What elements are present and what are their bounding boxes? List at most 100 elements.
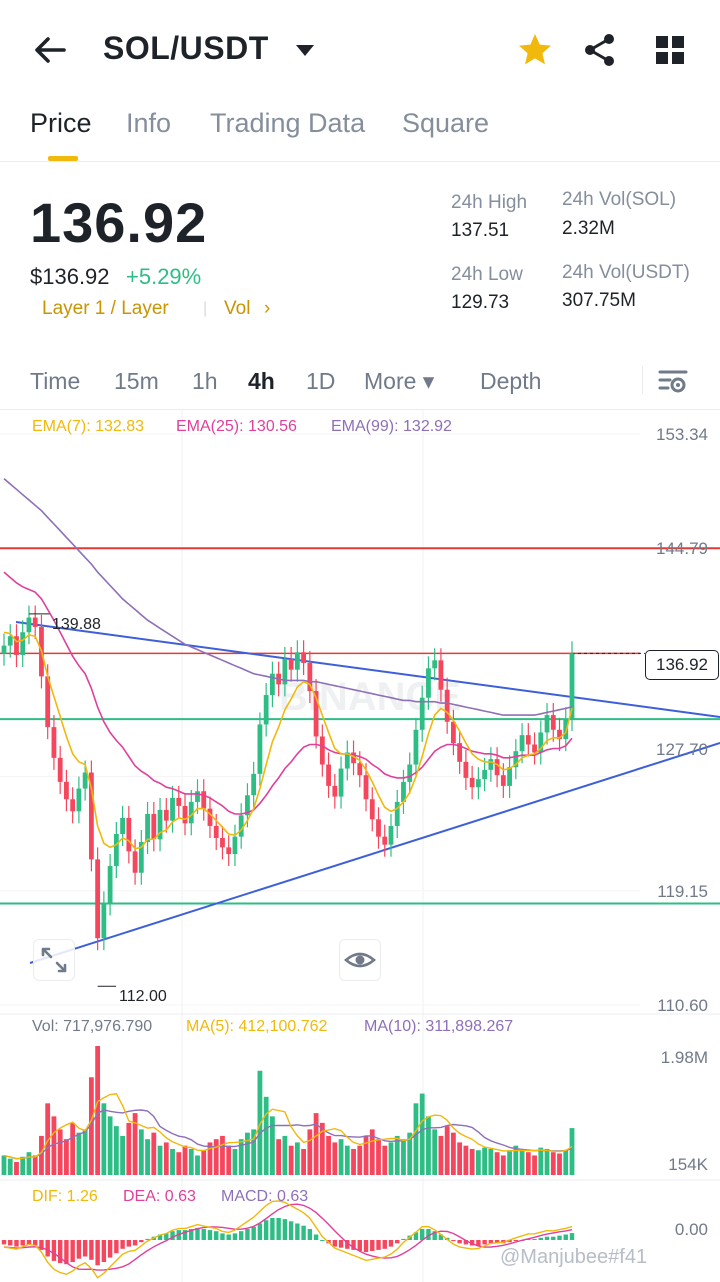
macd-histogram-bar [313,1234,319,1240]
timeframe-depth[interactable]: Depth [480,368,542,394]
volume-bar [363,1135,369,1175]
macd-histogram-bar [357,1240,362,1251]
pair-title[interactable]: SOL/USDT [103,30,269,66]
candle-body [7,636,13,646]
candle-body [151,813,157,840]
vol-usdt-label: 24h Vol(USDT) [562,262,690,283]
macd-histogram-bar [14,1240,19,1247]
macd-histogram-bar [101,1240,107,1262]
timeframe-1h[interactable]: 1h [192,368,218,394]
favorite-button[interactable] [515,30,555,70]
grid-menu-button[interactable] [650,30,690,70]
ma5-legend: MA(5): 412,100.762 [186,1018,328,1035]
timeframe-4h[interactable]: 4h [248,368,275,394]
volume-bar [326,1135,331,1175]
volume-bar [82,1129,88,1175]
volume-bar [57,1129,63,1175]
macd-histogram-bar [145,1238,150,1240]
volume-bar [394,1135,400,1175]
macd-histogram-bar [95,1240,100,1266]
volume-bar [182,1145,188,1175]
ema99-line [3,477,573,716]
candle-body [26,617,32,633]
category-tag[interactable]: Layer 1 / Layer [42,298,169,319]
macd-histogram-bar [295,1223,300,1240]
expand-icon [41,947,67,973]
candle-body [294,652,300,670]
volume-bar [145,1139,150,1175]
macd-histogram-bar [157,1234,163,1240]
macd-histogram-bar [20,1240,25,1246]
volume-bar [419,1093,425,1175]
section-tabs: Price Info Trading Data Square [0,100,720,162]
volume-bar [475,1150,481,1175]
dea-legend: DEA: 0.63 [123,1188,196,1205]
share-button[interactable] [580,30,620,70]
tab-info[interactable]: Info [126,108,172,138]
candle-body [107,866,113,904]
candle-body [419,697,425,730]
timeframe-1d[interactable]: 1D [306,368,336,394]
volume-bar [188,1148,194,1175]
macd-histogram-bar [39,1240,44,1250]
candle-body [188,801,194,824]
macd-histogram-bar [251,1226,256,1240]
candle-body [363,775,369,800]
volume-bar [70,1122,76,1175]
kline-chart[interactable]: BINANCE [0,410,720,1282]
macd-histogram-bar [563,1234,568,1240]
volume-legend: Vol: 717,976.790 [32,1018,153,1035]
trend-line-upper [15,621,720,718]
volume-bar [226,1145,232,1175]
caret-down-icon[interactable] [294,40,316,62]
chart-area[interactable]: BINANCE EMA(7): 132.83 EMA(25): 130.56 E… [0,410,720,1282]
chart-settings-button[interactable] [656,364,690,398]
macd-histogram-bar [33,1240,38,1246]
price-axis-label: 110.60 [657,996,708,1015]
volume-bar [532,1155,537,1175]
candle-body [120,817,125,834]
vol-tag[interactable]: Vol [224,298,251,319]
tab-trading-data[interactable]: Trading Data [210,108,366,138]
candle-body [282,658,288,685]
candle-body [413,729,419,765]
last-price: 136.92 [30,191,208,254]
tab-square[interactable]: Square [402,108,490,138]
candle-body [51,727,57,758]
price-axis-label: 153.34 [656,425,708,444]
macd-histogram-bar [270,1218,275,1240]
candle-body [269,673,275,696]
candle-body [57,757,63,782]
macd-histogram-bar [170,1231,175,1240]
ema7-legend: EMA(7): 132.83 [32,418,145,435]
timeframe-15m[interactable]: 15m [114,368,159,394]
volume-bar [238,1139,244,1175]
back-button[interactable] [28,28,72,72]
candle-body [145,813,150,843]
chevron-right-icon[interactable]: › [264,298,271,319]
timeframe-more[interactable]: More ▾ [364,368,435,394]
dea-line [3,1203,573,1271]
visibility-button[interactable] [339,939,381,981]
tab-price[interactable]: Price [30,108,92,138]
candle-body [382,836,388,845]
macd-histogram-bar [401,1238,406,1240]
volume-axis-label: 1.98M [660,1048,708,1067]
macd-histogram-bar [132,1240,138,1246]
timeframe-time[interactable]: Time [30,368,81,394]
candle-body [313,691,319,737]
candle-body [388,825,394,845]
macd-histogram-bar [507,1240,512,1243]
candle-body [251,773,257,796]
volume-bar [132,1113,138,1175]
fullscreen-button[interactable] [33,939,75,981]
volume-bar [276,1139,282,1175]
volume-bar [401,1139,406,1175]
macd-histogram-bar [214,1231,219,1240]
macd-histogram-bar [64,1240,69,1265]
candle-body [394,801,400,826]
candle-body [451,721,456,744]
volume-bar [39,1135,44,1175]
macd-histogram-bar [332,1240,338,1247]
grid-icon [656,36,684,64]
